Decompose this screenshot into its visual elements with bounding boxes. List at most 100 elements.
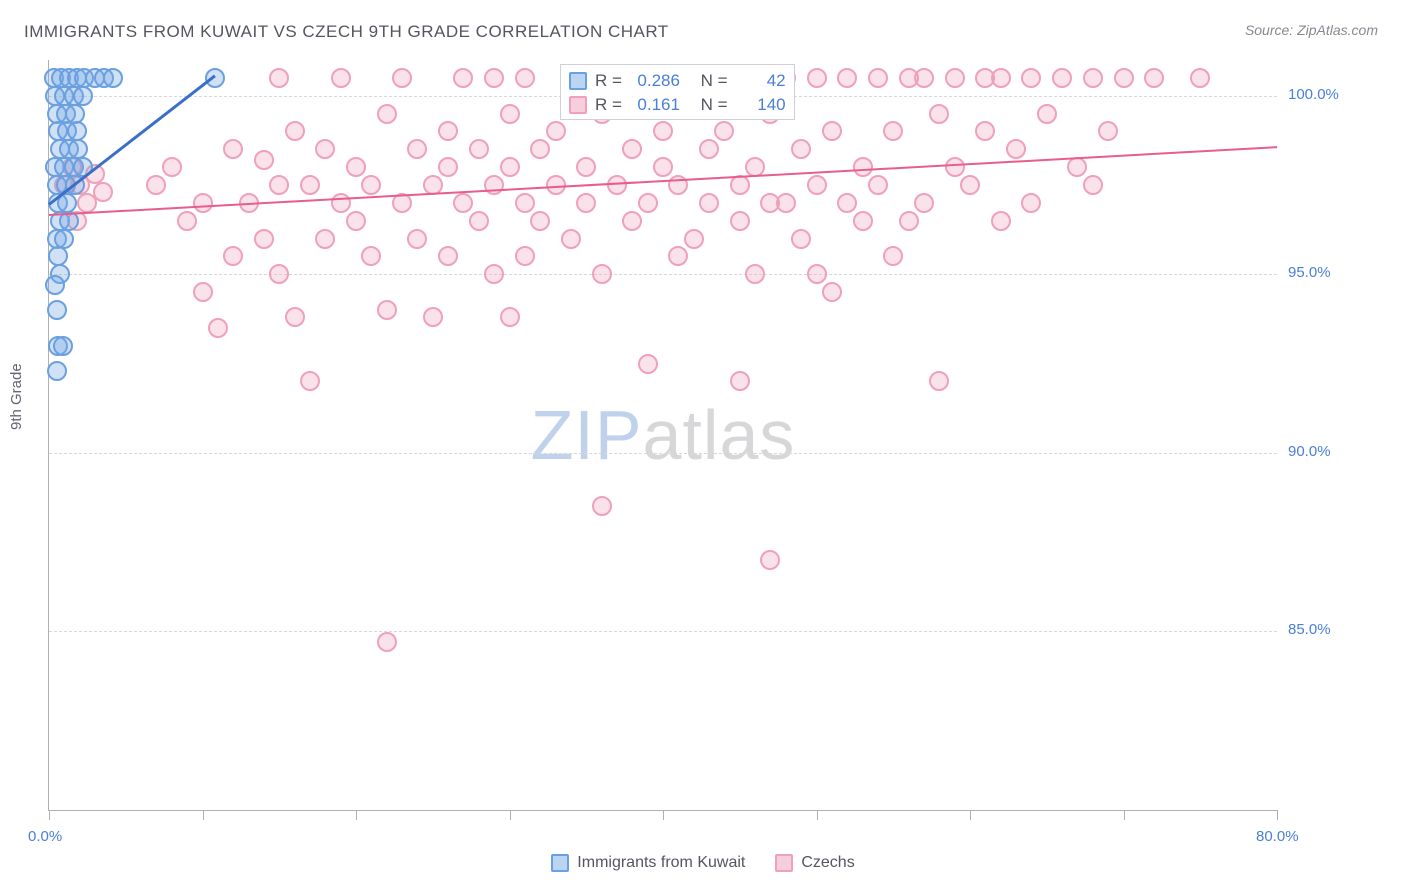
data-point bbox=[361, 175, 381, 195]
data-point bbox=[822, 282, 842, 302]
data-point bbox=[484, 264, 504, 284]
watermark-left: ZIP bbox=[531, 396, 643, 474]
data-point bbox=[407, 139, 427, 159]
data-point bbox=[208, 318, 228, 338]
data-point bbox=[103, 68, 123, 88]
swatch-icon bbox=[569, 96, 587, 114]
y-axis-label: 9th Grade bbox=[8, 363, 25, 430]
legend-N-label: N = bbox=[701, 71, 728, 91]
data-point bbox=[622, 211, 642, 231]
data-point bbox=[653, 121, 673, 141]
series-label-czechs: Czechs bbox=[801, 854, 854, 872]
data-point bbox=[47, 361, 67, 381]
data-point bbox=[929, 371, 949, 391]
y-tick-label: 85.0% bbox=[1288, 621, 1368, 638]
chart-container: IMMIGRANTS FROM KUWAIT VS CZECH 9TH GRAD… bbox=[0, 0, 1406, 892]
data-point bbox=[668, 246, 688, 266]
y-tick-label: 100.0% bbox=[1288, 86, 1368, 103]
data-point bbox=[438, 157, 458, 177]
data-point bbox=[254, 229, 274, 249]
x-tick bbox=[356, 810, 357, 820]
data-point bbox=[500, 157, 520, 177]
data-point bbox=[530, 139, 550, 159]
data-point bbox=[991, 211, 1011, 231]
data-point bbox=[515, 68, 535, 88]
data-point bbox=[883, 246, 903, 266]
data-point bbox=[899, 211, 919, 231]
plot-area: ZIPatlas bbox=[48, 60, 1277, 811]
x-tick bbox=[663, 810, 664, 820]
data-point bbox=[331, 68, 351, 88]
legend-R-value-czechs: 0.161 bbox=[630, 95, 680, 115]
data-point bbox=[730, 211, 750, 231]
swatch-icon bbox=[569, 72, 587, 90]
data-point bbox=[576, 193, 596, 213]
data-point bbox=[945, 68, 965, 88]
data-point bbox=[193, 282, 213, 302]
watermark-right: atlas bbox=[643, 396, 796, 474]
data-point bbox=[576, 157, 596, 177]
data-point bbox=[1021, 68, 1041, 88]
data-point bbox=[853, 211, 873, 231]
data-point bbox=[546, 121, 566, 141]
data-point bbox=[361, 246, 381, 266]
series-label-kuwait: Immigrants from Kuwait bbox=[577, 854, 745, 872]
data-point bbox=[53, 336, 73, 356]
data-point bbox=[807, 264, 827, 284]
data-point bbox=[760, 550, 780, 570]
data-point bbox=[684, 229, 704, 249]
data-point bbox=[346, 211, 366, 231]
stats-legend-row-czechs: R = 0.161 N = 140 bbox=[569, 93, 786, 117]
data-point bbox=[929, 104, 949, 124]
data-point bbox=[807, 68, 827, 88]
data-point bbox=[453, 68, 473, 88]
legend-N-value-czechs: 140 bbox=[736, 95, 786, 115]
data-point bbox=[730, 371, 750, 391]
data-point bbox=[791, 139, 811, 159]
data-point bbox=[883, 121, 903, 141]
data-point bbox=[500, 104, 520, 124]
legend-R-label: R = bbox=[595, 95, 622, 115]
x-tick bbox=[970, 810, 971, 820]
x-tick-label: 80.0% bbox=[1256, 828, 1299, 845]
data-point bbox=[407, 229, 427, 249]
data-point bbox=[1021, 193, 1041, 213]
data-point bbox=[991, 68, 1011, 88]
data-point bbox=[622, 139, 642, 159]
data-point bbox=[1190, 68, 1210, 88]
data-point bbox=[945, 157, 965, 177]
y-tick-label: 95.0% bbox=[1288, 264, 1368, 281]
data-point bbox=[1144, 68, 1164, 88]
data-point bbox=[837, 68, 857, 88]
source-attribution: Source: ZipAtlas.com bbox=[1245, 22, 1378, 38]
x-tick bbox=[510, 810, 511, 820]
data-point bbox=[699, 193, 719, 213]
data-point bbox=[699, 139, 719, 159]
series-legend-item-kuwait: Immigrants from Kuwait bbox=[551, 854, 745, 872]
data-point bbox=[484, 175, 504, 195]
data-point bbox=[193, 193, 213, 213]
data-point bbox=[377, 300, 397, 320]
watermark: ZIPatlas bbox=[531, 395, 796, 475]
data-point bbox=[515, 246, 535, 266]
data-point bbox=[960, 175, 980, 195]
data-point bbox=[853, 157, 873, 177]
data-point bbox=[484, 68, 504, 88]
data-point bbox=[300, 371, 320, 391]
swatch-icon bbox=[775, 854, 793, 872]
data-point bbox=[515, 193, 535, 213]
data-point bbox=[868, 175, 888, 195]
data-point bbox=[653, 157, 673, 177]
data-point bbox=[47, 300, 67, 320]
data-point bbox=[914, 193, 934, 213]
data-point bbox=[592, 264, 612, 284]
data-point bbox=[1006, 139, 1026, 159]
data-point bbox=[423, 307, 443, 327]
data-point bbox=[530, 211, 550, 231]
data-point bbox=[438, 121, 458, 141]
chart-title: IMMIGRANTS FROM KUWAIT VS CZECH 9TH GRAD… bbox=[24, 22, 669, 42]
data-point bbox=[822, 121, 842, 141]
x-tick bbox=[817, 810, 818, 820]
data-point bbox=[1114, 68, 1134, 88]
data-point bbox=[745, 264, 765, 284]
